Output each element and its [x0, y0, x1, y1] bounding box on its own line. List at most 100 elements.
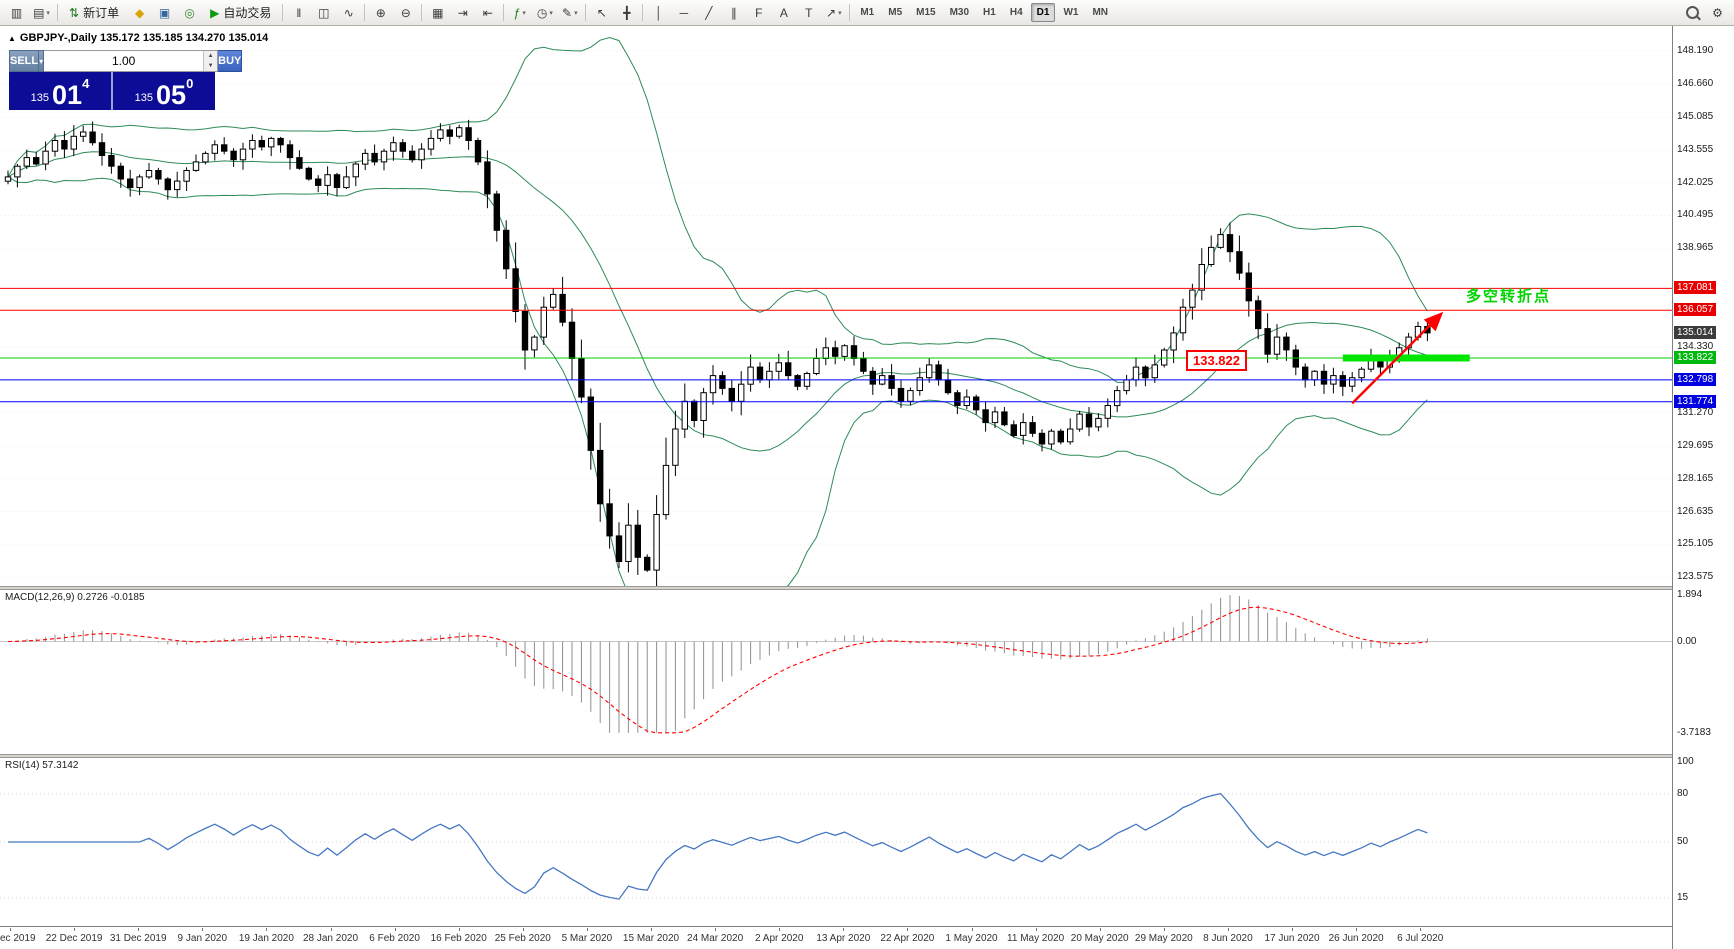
buy-button[interactable]: BUY	[218, 50, 243, 72]
sell-button[interactable]: SELL	[9, 50, 40, 72]
timeframe-h4[interactable]: H4	[1009, 7, 1023, 18]
time-tick	[1099, 928, 1101, 931]
symbol-ohlc-readout: ▲ GBPJPY-,Daily 135.172 135.185 134.270 1…	[8, 32, 268, 44]
trendline-icon[interactable]: ╱	[705, 5, 713, 20]
terminal-icon[interactable]: ▣	[158, 5, 171, 20]
timeframe-d1[interactable]: D1	[1030, 3, 1056, 22]
profiles-icon[interactable]: ▤ ▾	[33, 5, 50, 20]
time-tick	[1420, 928, 1422, 931]
rsi-scale-label: 15	[1677, 892, 1689, 903]
timeframe-m30[interactable]: M30	[949, 7, 970, 18]
price-scale-label: 129.695	[1677, 440, 1714, 451]
timeframe-m15[interactable]: M15	[916, 7, 936, 18]
price-scale-label: 131.270	[1677, 407, 1714, 418]
buy-price[interactable]: 135 05 0	[113, 72, 215, 110]
rsi-panel[interactable]	[0, 758, 1672, 926]
indicators-icon[interactable]: ƒ ▾	[513, 5, 526, 20]
bar-chart-icon[interactable]: ‖	[296, 5, 302, 20]
main-chart-canvas[interactable]	[0, 26, 1672, 586]
price-scale-label: 148.190	[1677, 45, 1714, 56]
periods-icon[interactable]: ◷ ▾	[536, 5, 553, 20]
date-label: 22 Dec 2019	[45, 933, 103, 944]
rsi-scale-label: 50	[1677, 836, 1689, 847]
arrows-icon[interactable]: ↗ ▾	[826, 5, 842, 20]
volume-preset-dropdown[interactable]: ▾	[39, 50, 45, 72]
tile-windows-icon[interactable]: ▦	[432, 5, 444, 20]
date-label: 2 Dec 2019	[0, 933, 36, 944]
metaeditor-icon[interactable]: ◆	[134, 5, 145, 20]
price-scale[interactable]: 148.190 146.660 145.085 143.555 142.025 140.4…	[1672, 26, 1734, 949]
time-tick	[971, 928, 973, 931]
annotation-turning-point[interactable]: 多空转折点	[1466, 288, 1552, 305]
date-label: 5 Mar 2020	[561, 933, 613, 944]
date-label: 24 Mar 2020	[687, 933, 744, 944]
panel-splitter-rsi[interactable]	[0, 754, 1734, 758]
date-label: 13 Apr 2020	[816, 933, 871, 944]
sell-price[interactable]: 135 01 4	[9, 72, 111, 110]
volume-down-button[interactable]: ▼	[204, 61, 218, 71]
macd-panel[interactable]	[0, 590, 1672, 754]
candlestick-chart-icon[interactable]: ◫	[318, 5, 330, 20]
cursor-icon[interactable]: ↖	[596, 5, 607, 20]
macd-scale-label: 1.894	[1677, 589, 1703, 600]
vertical-line-icon[interactable]: │	[655, 5, 663, 20]
price-tag: 132.798	[1674, 373, 1717, 386]
macd-scale-label: 0.00	[1677, 636, 1697, 647]
price-scale-label: 140.495	[1677, 209, 1714, 220]
templates-icon[interactable]: ✎ ▾	[562, 5, 578, 20]
chart-window[interactable]: ▲ GBPJPY-,Daily 135.172 135.185 134.270 1…	[0, 26, 1672, 586]
timeframe-h1[interactable]: H1	[983, 7, 996, 18]
channel-icon[interactable]: ∥	[730, 5, 737, 20]
autotrading-button[interactable]: ▶ 自动交易	[210, 5, 272, 20]
chart-shift-icon[interactable]: ⇤	[482, 5, 493, 20]
time-tick	[907, 928, 909, 931]
time-tick	[522, 928, 524, 931]
new-chart-icon[interactable]: ▥	[10, 5, 23, 20]
label-icon[interactable]: T	[805, 5, 813, 20]
volume-up-button[interactable]: ▲	[204, 51, 218, 61]
panel-toggle-icon[interactable]: ▲	[8, 34, 16, 43]
support-highlight-bar	[1342, 354, 1470, 362]
one-click-top-row: SELL ▾ ▲ ▼ BUY	[9, 50, 243, 72]
date-label: 6 Jul 2020	[1397, 933, 1444, 944]
new-order-button[interactable]: ⇅ 新订单	[69, 5, 120, 20]
current-price-tag: 135.014	[1674, 326, 1717, 339]
search-icon[interactable]	[1681, 2, 1704, 24]
panel-splitter-macd[interactable]	[0, 586, 1734, 590]
crosshair-icon[interactable]: ╋	[623, 5, 631, 20]
trend-arrow	[1351, 311, 1444, 405]
volume-input[interactable]	[44, 51, 204, 71]
strategy-tester-icon[interactable]: ◎	[184, 5, 195, 20]
buy-price-big-figure: 135	[134, 92, 154, 104]
buy-price-pips: 05	[156, 80, 187, 111]
time-tick	[10, 928, 11, 931]
timeframe-m5[interactable]: M5	[888, 7, 903, 18]
auto-scroll-icon[interactable]: ⇥	[457, 5, 468, 20]
time-tick	[1163, 928, 1165, 931]
sell-price-pips: 01	[52, 80, 83, 111]
text-icon[interactable]: A	[779, 5, 788, 20]
timeframe-mn[interactable]: MN	[1092, 7, 1108, 18]
macd-scale-label: -3.7183	[1677, 727, 1711, 738]
sell-price-big-figure: 135	[30, 92, 50, 104]
price-tag: 131.774	[1674, 395, 1717, 408]
line-chart-icon[interactable]: ∿	[343, 5, 354, 20]
time-tick	[843, 928, 845, 931]
timeframe-w1[interactable]: W1	[1063, 7, 1079, 18]
time-tick	[1356, 928, 1358, 931]
symbol-ohlc-text: GBPJPY-,Daily 135.172 135.185 134.270 13…	[19, 32, 269, 44]
timeframe-m1[interactable]: M1	[860, 7, 875, 18]
zoom-out-icon[interactable]: ⊖	[400, 5, 411, 20]
date-label: 11 May 2020	[1007, 933, 1065, 944]
fibonacci-icon[interactable]: F	[755, 5, 763, 20]
toolbar-separator	[849, 4, 851, 21]
settings-icon[interactable]: ⚙	[1712, 5, 1723, 20]
annotation-price-label[interactable]: 133.822	[1186, 350, 1247, 371]
horizontal-line-icon[interactable]: ─	[679, 5, 689, 20]
toolbar-separator	[585, 4, 587, 21]
price-tag: 133.822	[1674, 351, 1717, 364]
zoom-in-icon[interactable]: ⊕	[375, 5, 386, 20]
date-label: 1 May 2020	[945, 933, 998, 944]
time-axis[interactable]: 2 Dec 2019 22 Dec 2019 31 Dec 2019 9 Jan 20…	[0, 928, 1672, 949]
